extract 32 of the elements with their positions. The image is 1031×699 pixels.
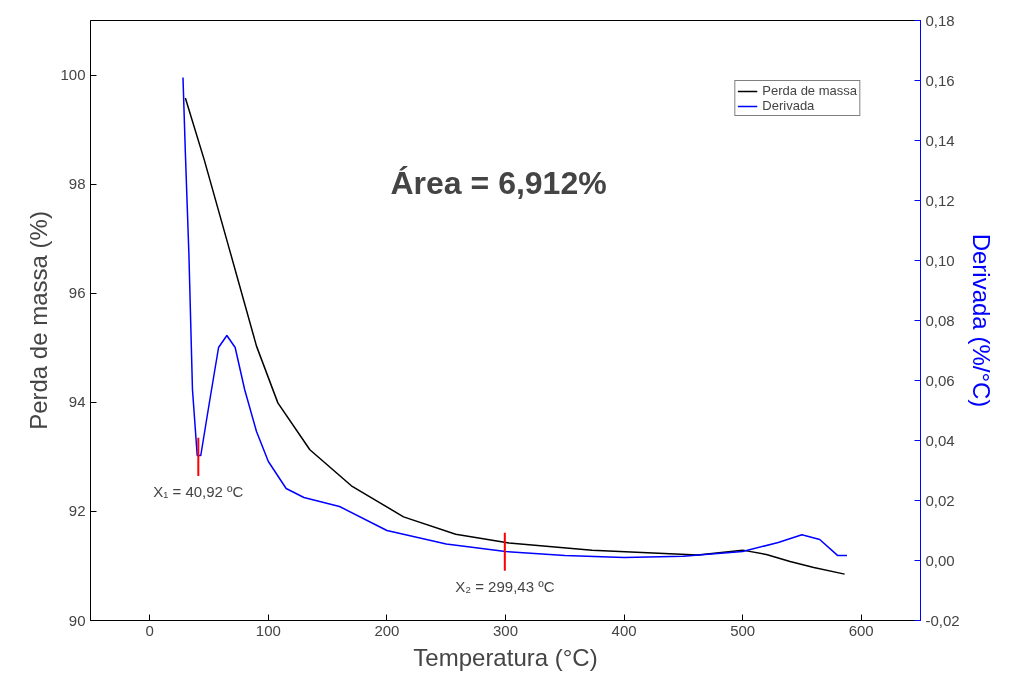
annotation: X₁ = 40,92 ºC	[153, 482, 244, 500]
y2-tick-label: 0,00	[925, 551, 955, 569]
y2-tick-label: 0,08	[925, 311, 955, 329]
y2-tick-label: 0,16	[925, 71, 955, 89]
y2-tick-label: 0,14	[925, 131, 955, 149]
y-axis-title: Perda de massa (%)	[25, 211, 53, 430]
y2-tick-label: 0,04	[925, 431, 955, 449]
y-tick-label: 98	[68, 175, 86, 193]
annotation: X₂ = 299,43 ºC	[455, 577, 555, 595]
x-tick-label: 0	[145, 621, 154, 639]
x-tick-label: 100	[255, 621, 281, 639]
x-tick-label: 400	[611, 621, 637, 639]
y-tick-label: 92	[68, 502, 86, 520]
y2-tick-label: 0,06	[925, 371, 955, 389]
y2-tick-label: -0,02	[925, 611, 960, 629]
legend-label: Derivada	[762, 98, 815, 113]
y2-tick-label: 0,02	[925, 491, 955, 509]
x-tick-label: 200	[374, 621, 400, 639]
y2-tick-label: 0,12	[925, 191, 955, 209]
x-tick-label: 300	[492, 621, 519, 639]
x-axis-title: Temperatura (°C)	[413, 643, 598, 671]
y-tick-label: 100	[60, 66, 86, 84]
x-tick-label: 600	[848, 621, 874, 639]
y-tick-label: 94	[68, 393, 86, 411]
y-tick-label: 96	[68, 284, 86, 302]
x-tick-label: 500	[730, 621, 756, 639]
y-tick-label: 90	[68, 611, 86, 629]
legend-label: Perda de massa	[762, 83, 857, 98]
annotation: Área = 6,912%	[390, 164, 607, 201]
y2-tick-label: 0,18	[925, 11, 955, 29]
y2-axis-title: Derivada (%/°C)	[967, 233, 995, 408]
y2-tick-label: 0,10	[925, 251, 955, 269]
